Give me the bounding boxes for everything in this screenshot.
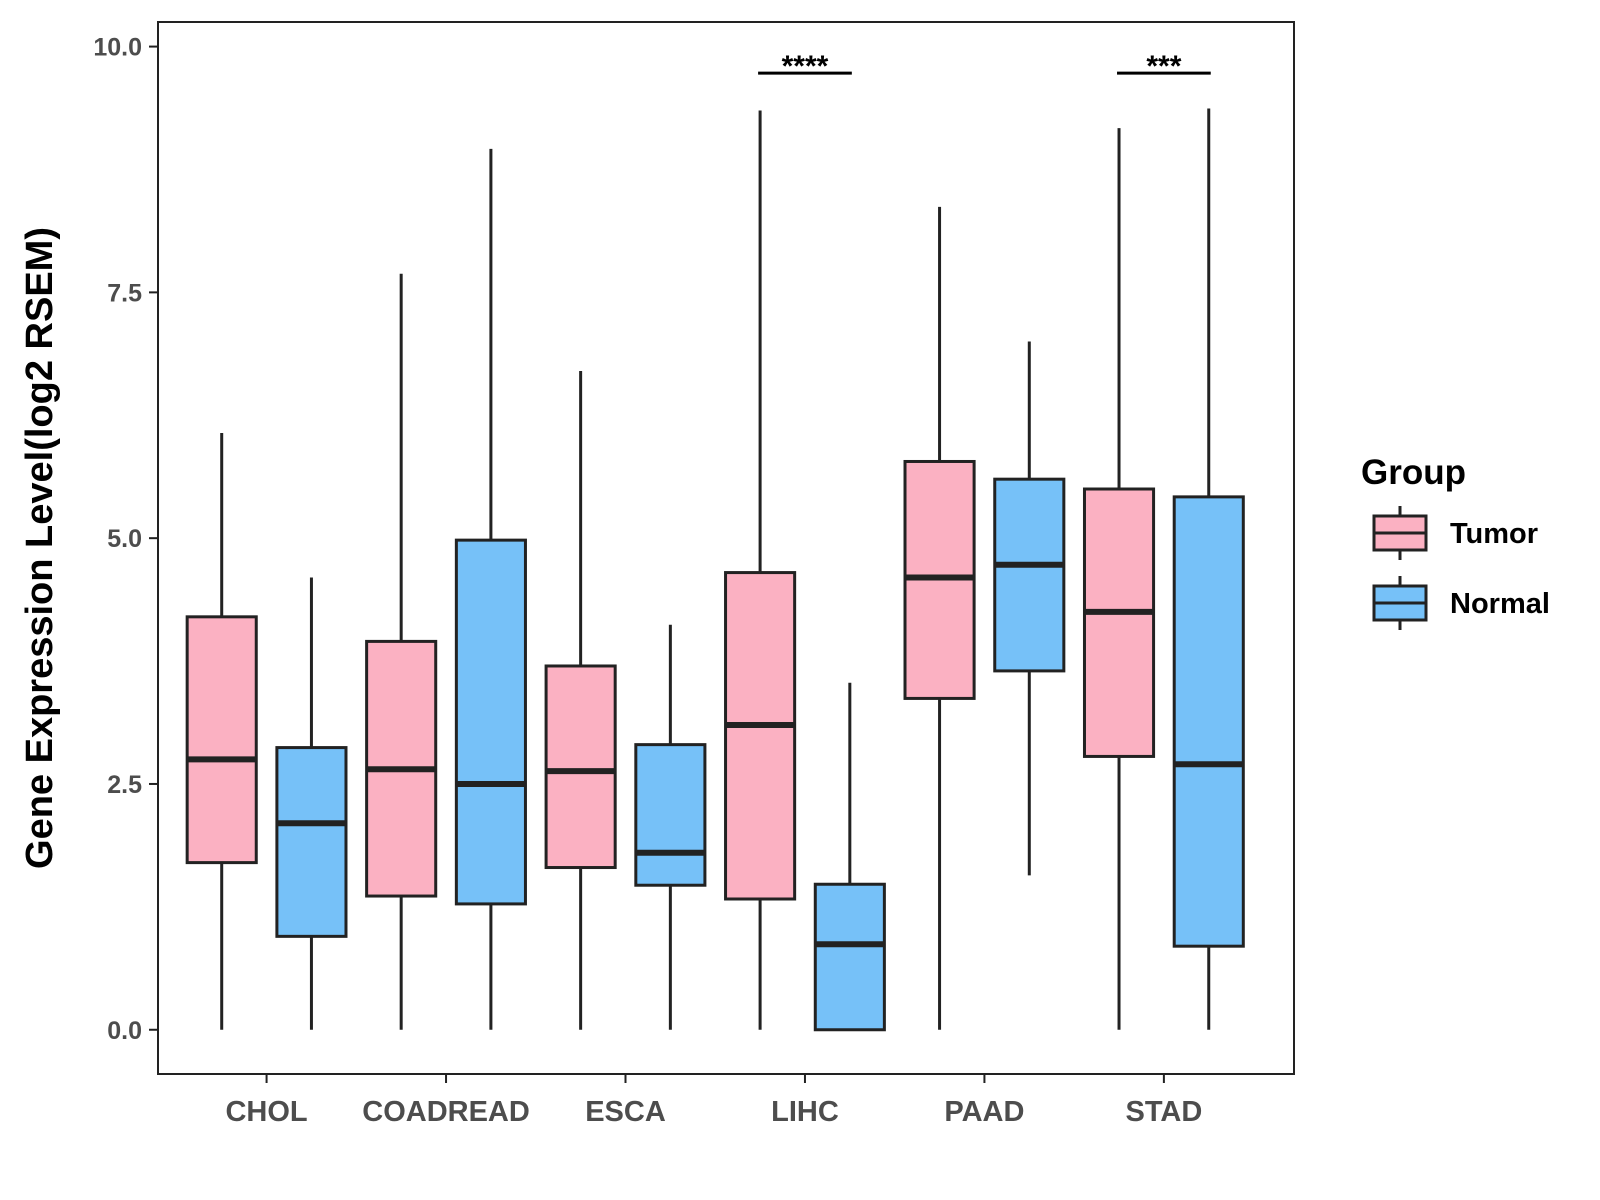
box-tumor-paad: [903, 206, 976, 1030]
x-tick-label: STAD: [1125, 1096, 1202, 1128]
y-tick-label: 2.5: [107, 771, 142, 799]
significance-lihc: ****: [758, 50, 852, 83]
significance-stad: ***: [1117, 50, 1211, 83]
legend-title: Group: [1361, 453, 1466, 492]
y-axis-title: Gene Expression Level(log2 RSEM): [19, 227, 61, 869]
significance-stars: ***: [1146, 50, 1181, 83]
box-body: [275, 746, 348, 938]
box-body: [544, 664, 617, 870]
x-tick-label: LIHC: [771, 1096, 839, 1128]
box-body: [1082, 487, 1156, 758]
box-body: [634, 743, 707, 887]
x-tick-label: ESCA: [585, 1096, 666, 1128]
box-body: [1172, 495, 1245, 948]
x-tick-label: CHOL: [225, 1096, 307, 1128]
box-normal-coadread: [454, 148, 527, 1030]
box-tumor-stad: [1082, 128, 1156, 1030]
legend: Group Tumor Normal: [1361, 453, 1550, 630]
y-axis: 0.0 2.5 5.0 7.5 10.0: [93, 34, 158, 1045]
significance-stars: ****: [782, 50, 829, 83]
box-normal-stad: [1172, 108, 1245, 1030]
box-body: [724, 571, 797, 901]
box-normal-lihc: [813, 682, 886, 1032]
box-tumor-lihc: [724, 110, 797, 1030]
legend-label: Tumor: [1450, 518, 1538, 550]
x-tick-label: PAAD: [944, 1096, 1024, 1128]
box-tumor-coadread: [365, 273, 438, 1030]
y-tick-label: 0.0: [107, 1017, 142, 1045]
box-normal-esca: [634, 624, 707, 1030]
y-tick-label: 5.0: [107, 525, 142, 553]
box-normal-chol: [275, 577, 348, 1030]
legend-label: Normal: [1450, 588, 1550, 620]
legend-entry-tumor: Tumor: [1372, 506, 1538, 560]
box-body: [993, 477, 1066, 673]
box-tumor-chol: [185, 432, 258, 1030]
x-tick-label: COADREAD: [362, 1096, 530, 1128]
box-body: [813, 882, 886, 1032]
box-body: [454, 538, 527, 906]
x-axis: CHOL COADREAD ESCA LIHC PAAD STAD: [225, 1074, 1202, 1128]
box-tumor-esca: [544, 371, 617, 1030]
legend-entry-normal: Normal: [1372, 576, 1550, 630]
box-normal-paad: [993, 341, 1066, 876]
chart-marks: **** ***: [185, 50, 1245, 1032]
y-tick-label: 7.5: [107, 279, 142, 307]
y-tick-label: 10.0: [93, 34, 142, 62]
box-body: [185, 615, 258, 865]
